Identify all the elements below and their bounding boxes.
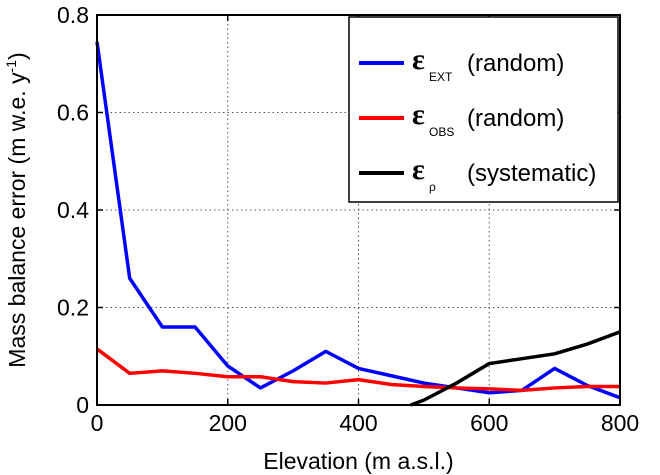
axis-ticks bbox=[96, 14, 621, 406]
series-line-1 bbox=[95, 347, 620, 393]
legend-label: (systematic) bbox=[467, 160, 596, 187]
legend-symbol: ε bbox=[412, 153, 425, 186]
legend-label: (random) bbox=[467, 105, 564, 132]
y-axis-label-sup: -1 bbox=[3, 60, 19, 73]
y-axis-label-close: ) bbox=[4, 52, 30, 60]
legend-subscript: EXT bbox=[429, 70, 453, 84]
series-line-0 bbox=[95, 41, 621, 400]
y-tick-label: 0.6 bbox=[57, 100, 89, 126]
legend-symbol: ε bbox=[412, 43, 425, 76]
x-tick-label: 400 bbox=[339, 410, 377, 436]
x-tick-label: 0 bbox=[91, 410, 104, 436]
legend-subscript: ρ bbox=[429, 180, 436, 194]
legend-symbol: ε bbox=[412, 98, 425, 131]
legend-subscript: OBS bbox=[429, 125, 454, 139]
legend-label: (random) bbox=[467, 50, 564, 77]
y-axis-label-main: Mass balance error (m w.e. y bbox=[4, 72, 30, 368]
x-axis-label: Elevation (m a.s.l.) bbox=[263, 448, 453, 474]
y-tick-label: 0.2 bbox=[57, 295, 89, 321]
y-axis-label: Mass balance error (m w.e. y-1) bbox=[3, 52, 30, 367]
x-tick-label: 200 bbox=[209, 410, 247, 436]
series-lines bbox=[95, 41, 621, 407]
x-tick-label: 600 bbox=[470, 410, 508, 436]
y-tick-label: 0.4 bbox=[57, 197, 89, 223]
y-tick-label: 0.8 bbox=[57, 2, 89, 28]
series-line-2 bbox=[410, 330, 621, 407]
y-tick-label: 0 bbox=[76, 392, 89, 418]
x-tick-label: 800 bbox=[601, 410, 639, 436]
tick-labels: 0 200 400 600 800 0 0.2 0.4 0.6 0.8 bbox=[57, 2, 639, 436]
